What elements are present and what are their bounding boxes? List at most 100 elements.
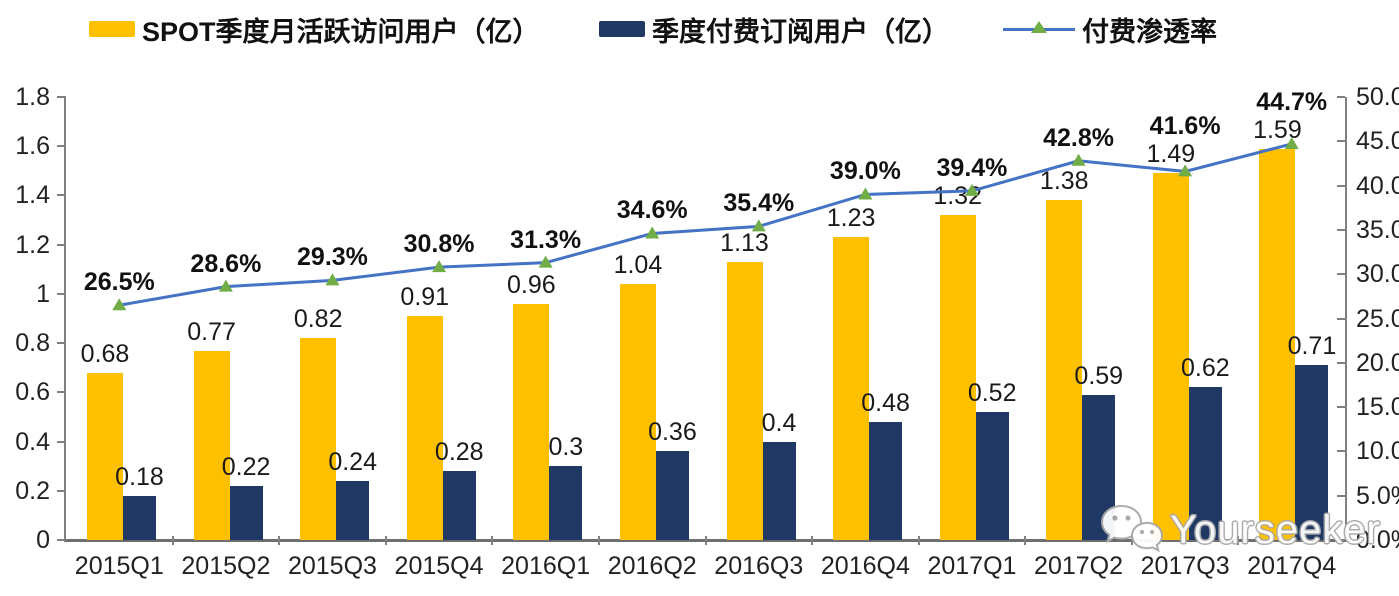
left-axis-tick-label: 1.6 [15, 132, 50, 161]
penetration-percent-label: 31.3% [510, 225, 582, 254]
subscribers-value-label: 0.18 [115, 462, 164, 491]
subscribers-bar-swatch-icon [599, 21, 645, 37]
right-axis-tick [1337, 361, 1345, 364]
x-axis-category-label: 2016Q3 [714, 552, 804, 580]
subscribers-value-label: 0.62 [1180, 354, 1230, 383]
penetration-percent-label: 26.5% [83, 268, 155, 297]
subscribers-bar [336, 480, 370, 540]
subscribers-value-label: 0.28 [434, 438, 484, 467]
mau-bar [300, 338, 337, 540]
mau-value-label: 0.91 [400, 283, 450, 312]
subscribers-bar [869, 421, 903, 540]
mau-bar-swatch-icon [89, 21, 135, 37]
triangle-marker-icon [1071, 153, 1086, 166]
right-axis-tick-label: 40.0% [1356, 171, 1399, 200]
right-axis-tick [1337, 273, 1345, 276]
plot-area: 0.68 0.18 26.5% 0.77 0.22 28.6% 0.82 0.24 29.3% 0… [57, 89, 1347, 545]
triangle-marker-icon [1284, 136, 1299, 149]
x-axis-tick [1130, 536, 1133, 545]
right-axis-tick [1337, 494, 1345, 497]
mau-bar [1152, 173, 1189, 540]
x-axis-category-label: 2017Q3 [1140, 552, 1230, 580]
x-axis-tick [597, 536, 600, 545]
left-axis-tick [57, 489, 66, 492]
x-axis-category-label: 2016Q1 [501, 552, 591, 580]
penetration-percent-label: 41.6% [1149, 112, 1221, 141]
triangle-marker-icon [645, 226, 660, 239]
left-axis-tick-label: 0.8 [15, 329, 50, 358]
x-axis-tick [917, 536, 920, 545]
mau-value-label: 0.77 [187, 317, 236, 346]
subscribers-bar [762, 441, 796, 540]
left-axis-tick [57, 194, 66, 197]
penetration-percent-label: 34.6% [616, 196, 688, 225]
subscribers-bar [1188, 387, 1222, 540]
right-axis-tick-label: 15.0% [1356, 393, 1399, 422]
right-axis-tick-label: 0.0% [1356, 526, 1399, 554]
x-axis-tick [704, 536, 707, 545]
penetration-percent-label: 42.8% [1043, 123, 1114, 152]
penetration-percent-label: 29.3% [297, 243, 368, 272]
right-axis-tick-label: 50.0% [1356, 83, 1399, 111]
penetration-percent-label: 35.4% [723, 189, 795, 218]
x-axis-category-label: 2015Q3 [287, 552, 377, 580]
x-axis-tick [491, 536, 494, 545]
triangle-marker-icon [538, 255, 553, 268]
right-axis-tick-label: 25.0% [1356, 304, 1399, 333]
subscribers-value-label: 0.4 [761, 408, 797, 437]
penetration-line [112, 136, 1299, 311]
x-axis-category-label: 2015Q1 [74, 552, 164, 580]
left-axis-tick [57, 96, 66, 98]
right-axis-tick-label: 45.0% [1356, 127, 1399, 156]
right-axis-tick-label: 35.0% [1356, 215, 1399, 244]
mau-value-label: 1.04 [613, 251, 663, 280]
x-axis-tick [1237, 536, 1240, 545]
left-axis-tick [57, 243, 66, 246]
left-axis-tick [57, 145, 66, 148]
right-axis-tick [1337, 140, 1345, 143]
mau-value-label: 1.13 [720, 228, 769, 257]
subscribers-value-label: 0.48 [861, 388, 910, 417]
triangle-marker-icon [858, 187, 873, 200]
left-axis-tick-label: 0.2 [15, 476, 50, 505]
right-axis-tick [1337, 406, 1345, 409]
legend-label-subscribers: 季度付费订阅用户（亿） [652, 16, 949, 47]
subscribers-value-label: 0.24 [328, 447, 377, 476]
left-axis-tick [57, 292, 66, 295]
subscribers-value-label: 0.3 [548, 433, 584, 462]
x-axis-category-label: 2016Q4 [820, 552, 910, 580]
right-axis-tick-label: 5.0% [1356, 481, 1399, 510]
x-axis-category-label: 2017Q1 [927, 552, 1017, 580]
right-axis-tick [1337, 184, 1345, 187]
mau-bar [619, 284, 656, 540]
right-axis-line [1345, 97, 1347, 540]
x-axis-tick [811, 536, 814, 545]
mau-bar [87, 372, 123, 540]
mau-bar [513, 303, 550, 540]
x-axis-category-label: 2015Q4 [394, 552, 484, 580]
left-axis-tick-label: 1.8 [15, 83, 50, 111]
mau-bar [833, 237, 870, 540]
mau-value-label: 1.49 [1146, 140, 1196, 169]
left-axis-tick-label: 1 [36, 279, 50, 308]
mau-bar [1046, 200, 1083, 540]
penetration-percent-label: 39.0% [829, 157, 901, 186]
left-axis-line [64, 97, 66, 540]
subscribers-bar [1295, 365, 1329, 540]
left-axis-tick [57, 391, 66, 394]
left-axis-tick-label: 1.2 [15, 230, 50, 259]
left-axis-tick [57, 440, 66, 443]
subscribers-bar [975, 412, 1009, 540]
triangle-marker-icon [432, 260, 447, 273]
triangle-marker-icon [112, 298, 127, 311]
legend-item-penetration: 付费渗透率 [1003, 12, 1217, 47]
mau-bar [726, 261, 763, 540]
subscribers-value-label: 0.52 [967, 379, 1017, 408]
x-axis-tick [171, 536, 174, 545]
legend-item-mau: SPOT季度月活跃访问用户（亿） [89, 12, 540, 47]
mau-value-label: 1.38 [1039, 167, 1089, 196]
subscribers-bar [442, 471, 476, 540]
left-axis-tick-label: 1.4 [15, 181, 50, 210]
x-axis-tick [384, 536, 387, 545]
